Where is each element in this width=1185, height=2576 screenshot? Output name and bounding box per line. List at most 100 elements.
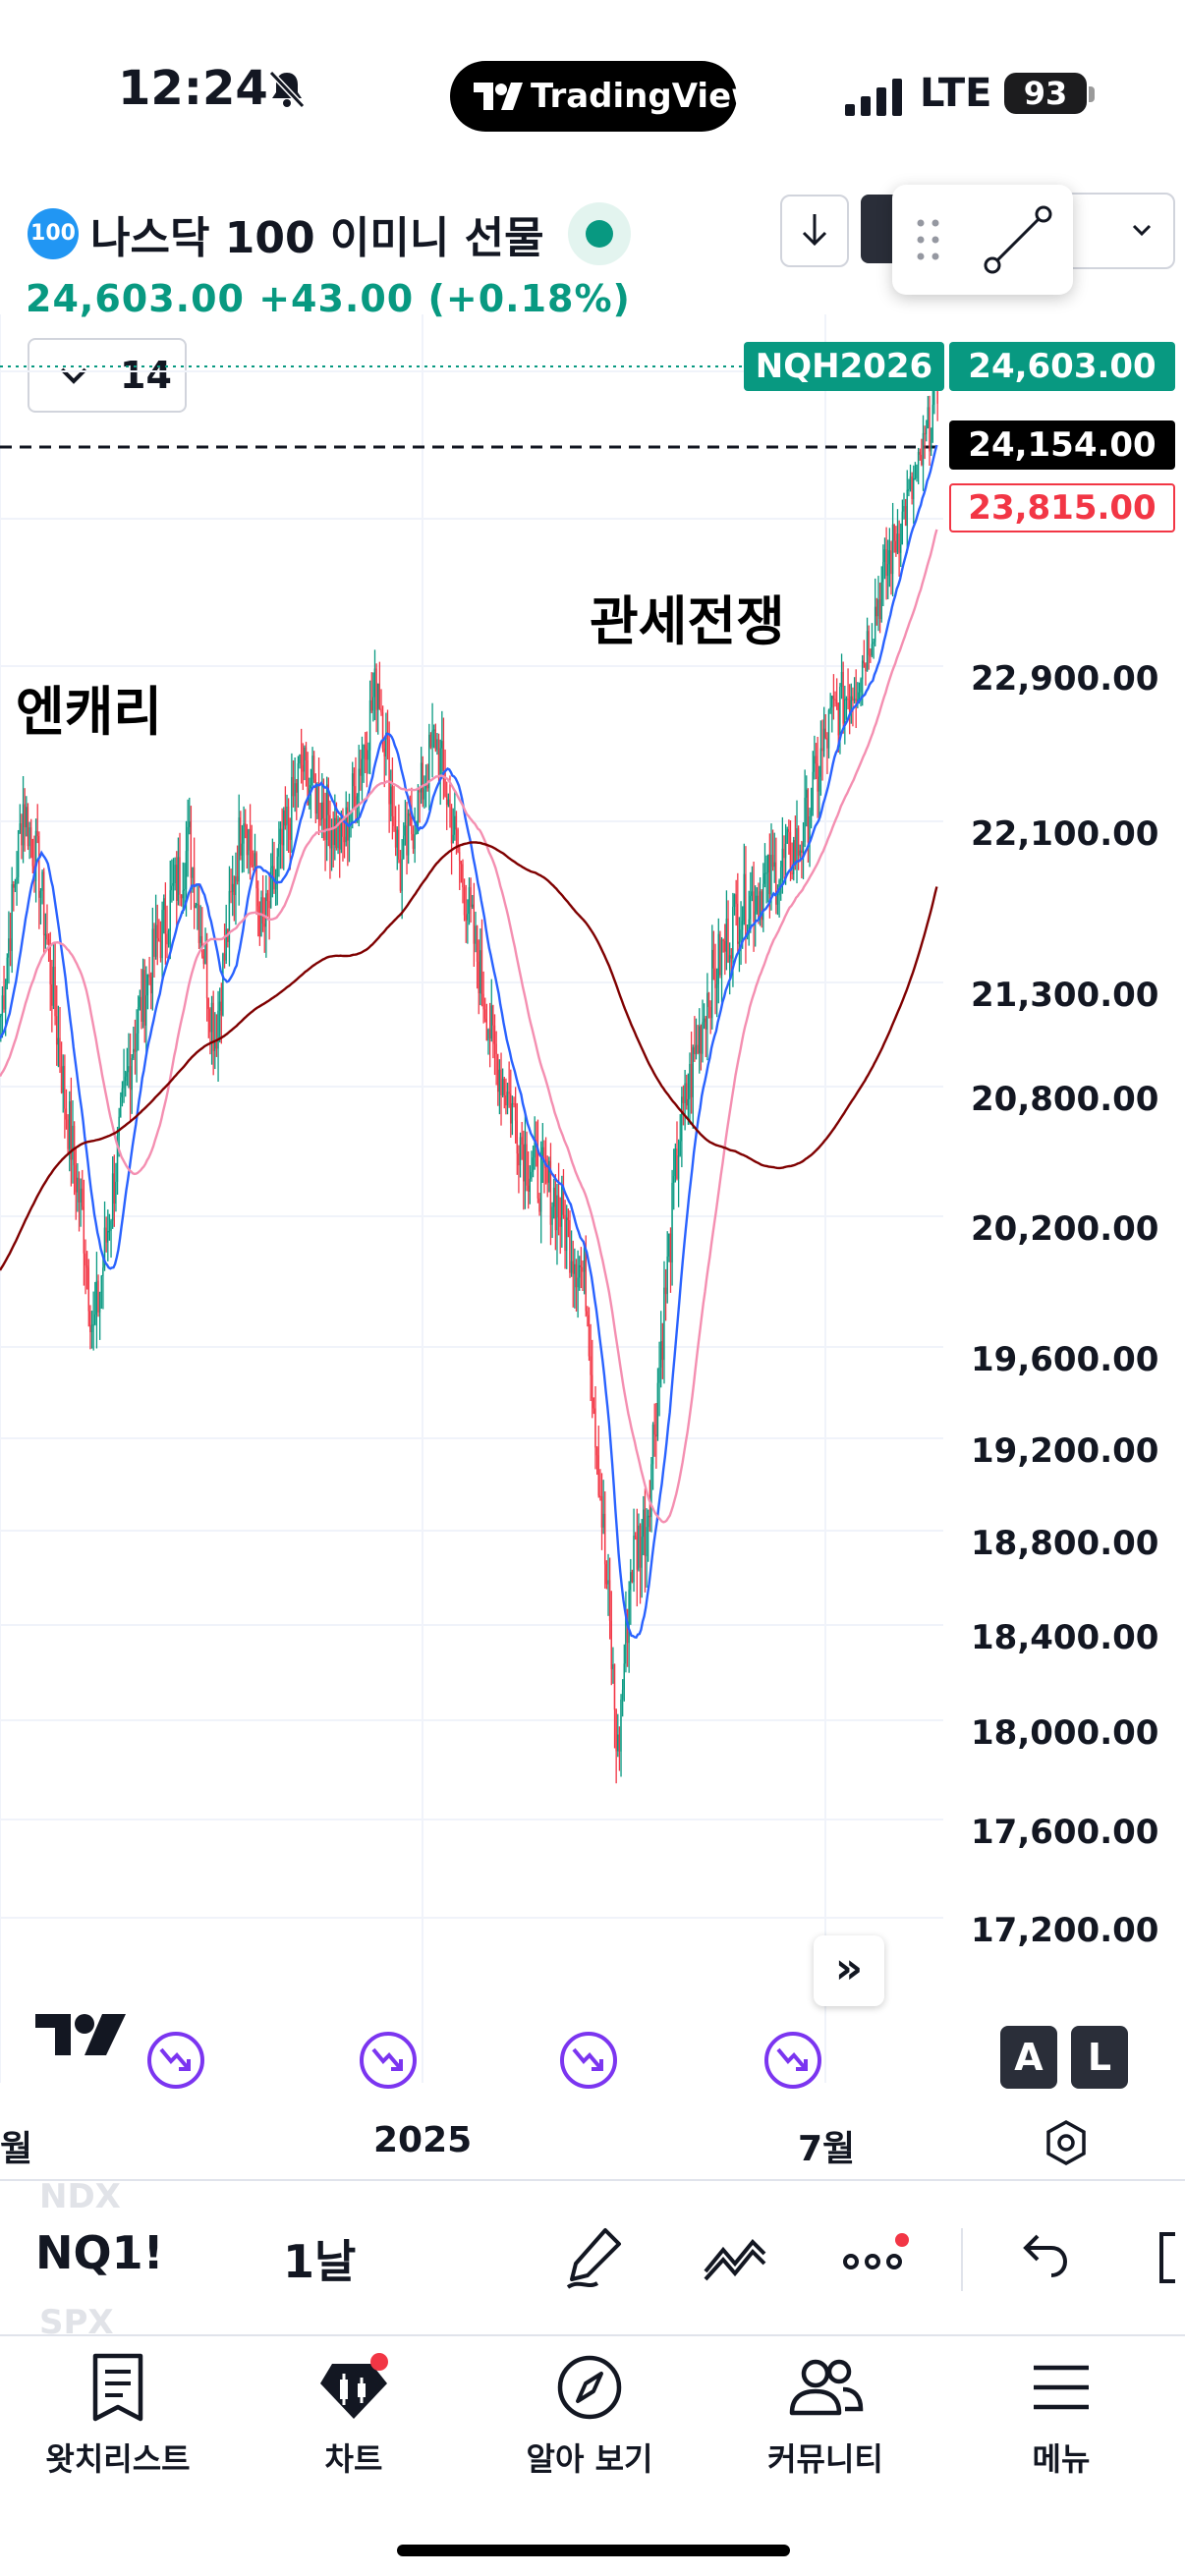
- candle-body: [172, 882, 175, 886]
- symbol-selector[interactable]: NQ1!: [35, 2226, 164, 2279]
- candle-body: [248, 829, 250, 856]
- candle-body: [475, 925, 477, 944]
- economic-event-marker[interactable]: [147, 2032, 204, 2089]
- nav-explore[interactable]: 알아 보기: [472, 2350, 707, 2497]
- candle-body: [791, 872, 793, 874]
- candle-body: [136, 1033, 138, 1052]
- chart-settings-icon[interactable]: [1042, 2118, 1091, 2167]
- drag-handle-icon[interactable]: [914, 216, 943, 265]
- candle-body: [511, 1102, 514, 1124]
- moving-averages: [0, 444, 938, 1640]
- candle-body: [254, 853, 256, 867]
- candle-body: [567, 1217, 569, 1221]
- candle-body: [895, 540, 897, 553]
- candle-body: [244, 823, 247, 827]
- candle-body: [343, 836, 346, 843]
- more-options-icon[interactable]: [837, 2220, 912, 2295]
- candle-body: [386, 733, 389, 740]
- trend-line-icon[interactable]: [979, 200, 1057, 279]
- economic-event-marker[interactable]: [560, 2032, 617, 2089]
- indicators-icon[interactable]: [698, 2220, 772, 2295]
- candle-body: [830, 696, 833, 708]
- candle-body: [113, 1173, 115, 1204]
- candle-body: [538, 1198, 540, 1212]
- candle-body: [199, 935, 201, 943]
- nav-chart[interactable]: 차트: [236, 2350, 472, 2497]
- candle-body: [218, 1001, 221, 1011]
- candle-body: [304, 747, 306, 772]
- economic-event-marker[interactable]: [360, 2032, 417, 2089]
- nav-watchlist[interactable]: 왓치리스트: [0, 2350, 236, 2497]
- candle-body: [146, 974, 149, 996]
- candle-body: [870, 654, 872, 657]
- chart-annotation-yen-carry[interactable]: 엔캐리: [16, 681, 163, 743]
- layout-dropdown[interactable]: [1061, 193, 1175, 269]
- candle-body: [300, 755, 303, 765]
- candle-body: [738, 941, 741, 944]
- time-label: 7월: [798, 2129, 856, 2169]
- candle-body: [575, 1263, 578, 1288]
- market-open-dot-icon: [586, 220, 613, 248]
- candle-body: [730, 955, 732, 959]
- candle-body: [87, 1267, 89, 1312]
- symbol-name[interactable]: 나스닥 100 이미니 선물: [90, 213, 544, 263]
- candle-body: [698, 1026, 701, 1053]
- candle-body: [714, 968, 716, 988]
- candle-body: [169, 890, 171, 931]
- candle-body: [429, 734, 432, 748]
- nav-community[interactable]: 커뮤니티: [707, 2350, 943, 2497]
- price-chart[interactable]: 22,900.00 22,100.00 21,300.00 20,800.00 20,2…: [0, 314, 1185, 2083]
- candle-body: [260, 897, 262, 937]
- candle-body: [59, 1037, 61, 1067]
- nav-menu[interactable]: 메뉴: [943, 2350, 1179, 2497]
- economic-event-marker[interactable]: [764, 2032, 821, 2089]
- candle-body: [340, 814, 342, 850]
- candle-body: [255, 853, 257, 889]
- chart-annotation-tariff-war[interactable]: 관세전쟁: [590, 590, 785, 652]
- candle-body: [583, 1247, 586, 1272]
- candle-body: [536, 1147, 539, 1199]
- candle-body: [741, 921, 744, 930]
- interval-selector[interactable]: 1날: [283, 2235, 357, 2288]
- candle-body: [134, 1048, 137, 1052]
- candle-body: [501, 1078, 504, 1095]
- price-tick-label: 18,800.00: [971, 1524, 1158, 1563]
- download-button[interactable]: [780, 195, 849, 267]
- drawing-tool-popup[interactable]: [892, 185, 1073, 295]
- candle-body: [805, 789, 808, 798]
- price-tick-label: 19,600.00: [971, 1340, 1158, 1379]
- candle-body: [187, 826, 189, 852]
- candle-body: [666, 1256, 668, 1295]
- candle-body: [148, 974, 150, 978]
- candle-body: [759, 891, 762, 920]
- candle-body: [620, 1699, 622, 1752]
- event-arrow-icon: [776, 2047, 808, 2071]
- candle-body: [316, 784, 318, 814]
- app-pill[interactable]: TradingView: [450, 61, 762, 132]
- low-price-tag: 23,815.00: [949, 483, 1175, 532]
- candle-body: [361, 758, 364, 776]
- candle-body: [188, 821, 191, 827]
- candle-body: [694, 1047, 696, 1055]
- candle-body: [880, 582, 882, 619]
- candle-body: [231, 883, 234, 892]
- drawing-pen-icon[interactable]: [558, 2220, 633, 2295]
- candle-body: [765, 872, 767, 874]
- candle-body: [428, 734, 430, 789]
- candle-body: [396, 829, 398, 848]
- auto-scale-button[interactable]: A: [1000, 2026, 1057, 2089]
- log-scale-button[interactable]: L: [1071, 2026, 1128, 2089]
- candle-body: [641, 1537, 643, 1568]
- candle-body: [690, 1063, 693, 1097]
- candle-body: [613, 1664, 616, 1710]
- candle-body: [783, 848, 785, 859]
- candle-body: [73, 1125, 76, 1166]
- candle-body: [375, 668, 377, 710]
- undo-icon[interactable]: [1006, 2220, 1081, 2295]
- scroll-to-realtime-button[interactable]: »: [814, 1935, 884, 2006]
- bell-muted-icon: [268, 70, 306, 109]
- candle-body: [809, 816, 811, 843]
- candle-body: [370, 700, 372, 711]
- indicators-collapse-button[interactable]: 14: [28, 338, 187, 413]
- fullscreen-icon[interactable]: [1148, 2220, 1185, 2295]
